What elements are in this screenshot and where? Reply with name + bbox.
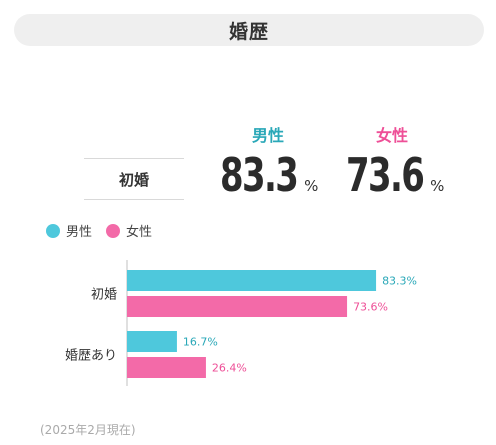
bar-previously-married-female <box>127 357 206 378</box>
footnote: (2025年2月現在) <box>40 423 136 437</box>
data-label-previously-married-female: 26.4% <box>212 362 247 375</box>
bar-first-marriage-male <box>127 270 377 291</box>
bar-previously-married-male <box>127 331 177 352</box>
data-label-first-marriage-male: 83.3% <box>382 275 417 288</box>
bar-chart: 初婚 83.3% 73.6% 婚歴あり 16.7% 26.4% <box>65 260 417 386</box>
legend-dot-male <box>46 223 60 238</box>
legend-label-male: 男性 <box>66 225 93 240</box>
bar-first-marriage-female <box>127 296 348 317</box>
title-bar: 婚歴 <box>14 14 484 46</box>
male-value-number: 83.3 <box>220 148 299 202</box>
legend-item-female: 女性 <box>106 221 152 240</box>
category-label-first-marriage: 初婚 <box>91 288 117 303</box>
data-label-previously-married-male: 16.7% <box>183 336 218 349</box>
male-heading: 男性 <box>251 126 284 145</box>
legend-item-male: 男性 <box>46 221 92 240</box>
female-value-unit: % <box>430 177 445 195</box>
data-label-first-marriage-female: 73.6% <box>353 301 388 314</box>
legend-dot-female <box>106 223 121 238</box>
female-value-number: 73.6 <box>346 148 425 202</box>
legend: 男性 女性 <box>46 221 166 240</box>
male-value-unit: % <box>304 177 319 195</box>
legend-label-female: 女性 <box>126 225 153 240</box>
female-first-marriage-value: 73.6 % <box>346 148 444 202</box>
male-first-marriage-value: 83.3 % <box>220 148 318 202</box>
female-heading: 女性 <box>375 126 408 145</box>
page-title: 婚歴 <box>228 20 269 43</box>
first-marriage-label: 初婚 <box>84 158 184 200</box>
category-label-previously-married: 婚歴あり <box>65 349 117 364</box>
